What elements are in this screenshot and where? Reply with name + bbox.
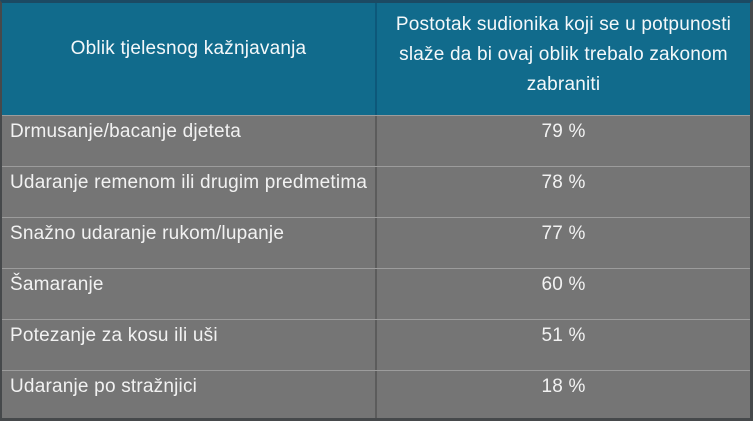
table-row: Potezanje za kosu ili uši 51 % [2, 319, 750, 370]
row-value: 77 % [541, 223, 586, 244]
row-value: 51 % [541, 325, 586, 346]
row-label: Udaranje po stražnjici [2, 371, 377, 418]
table-row: Udaranje remenom ili drugim predmetima 7… [2, 166, 750, 217]
row-label: Snažno udaranje rukom/lupanje [2, 218, 377, 268]
row-label: Šamaranje [2, 269, 377, 319]
table-row: Snažno udaranje rukom/lupanje 77 % [2, 217, 750, 268]
row-label: Drmusanje/bacanje djeteta [2, 116, 377, 166]
row-value: 78 % [541, 172, 586, 193]
row-label: Potezanje za kosu ili uši [2, 320, 377, 370]
table-body: Drmusanje/bacanje djeteta 79 % Udaranje … [2, 115, 750, 418]
table-header-row: Oblik tjelesnog kažnjavanja Postotak sud… [2, 3, 750, 115]
row-value: 60 % [541, 274, 586, 295]
table-row: Šamaranje 60 % [2, 268, 750, 319]
table-row: Drmusanje/bacanje djeteta 79 % [2, 115, 750, 166]
header-cell-percentage-agree: Postotak sudionika koji se u potpunosti … [395, 14, 732, 95]
table-row: Udaranje po stražnjici 18 % [2, 370, 750, 418]
row-value: 79 % [541, 121, 586, 142]
header-cell-form-of-punishment: Oblik tjelesnog kažnjavanja [2, 3, 377, 115]
row-value: 18 % [541, 376, 586, 397]
row-label: Udaranje remenom ili drugim predmetima [2, 167, 377, 217]
